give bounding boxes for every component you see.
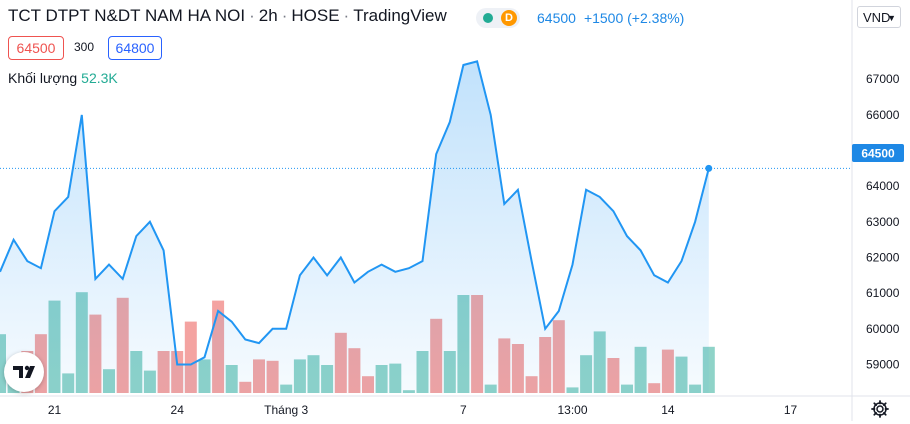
last-price-dot [705,164,713,172]
tradingview-logo-icon[interactable] [4,352,44,392]
volume-value: 52.3K [81,70,118,86]
volume-legend: Khối lượng 52.3K [8,70,118,86]
market-status[interactable]: D [476,8,520,28]
currency-label: VND [863,10,891,25]
source: TradingView [353,6,447,25]
price-axis-tick: 66000 [866,108,900,122]
sell-price-button[interactable]: 64500 [8,36,64,60]
time-axis-tick: 13:00 [557,403,587,417]
price-tag-bg [852,144,904,162]
quote: 64500 +1500 (+2.38%) [537,10,692,26]
price-axis-tick: 59000 [866,358,900,372]
chevron-down-icon: ▼ [887,13,896,23]
delayed-badge: D [501,10,517,26]
gear-icon[interactable] [870,399,890,419]
buy-price-button[interactable]: 64800 [108,36,162,60]
price-change: +1500 (+2.38%) [583,10,685,26]
price-tag: 64500 [852,144,904,162]
price-axis-tick: 62000 [866,251,900,265]
price-axis-tick: 64000 [866,179,900,193]
price-tag-label: 64500 [861,147,895,161]
currency-select[interactable]: VND ▼ [857,6,901,28]
time-axis-tick: 21 [48,403,62,417]
time-axis-tick: 7 [460,403,467,417]
symbol-name[interactable]: TCT DTPT N&DT NAM HA NOI [8,6,246,25]
market-open-dot-icon [483,13,493,23]
time-axis-tick: 17 [784,403,798,417]
time-axis-tick: 24 [171,403,185,417]
time-axis-tick: 14 [661,403,675,417]
price-axis: 5900060000610006200063000640006500066000… [866,72,900,371]
time-axis: 21 24 Tháng 3 7 13:00 14 17 [48,403,798,417]
last-price: 64500 [537,10,576,26]
spread: 300 [74,40,95,54]
price-axis-tick: 67000 [866,72,900,86]
chart-header: TCT DTPT N&DT NAM HA NOI · 2h · HOSE · Trading… [8,6,447,25]
price-axis-tick: 61000 [866,286,900,300]
price-line [0,60,710,366]
price-axis-tick: 63000 [866,215,900,229]
interval[interactable]: 2h [258,6,278,25]
time-axis-tick: Tháng 3 [264,403,308,417]
exchange: HOSE [291,6,340,25]
volume-label: Khối lượng [8,70,78,86]
price-axis-tick: 60000 [866,322,900,336]
price-area [0,61,709,394]
